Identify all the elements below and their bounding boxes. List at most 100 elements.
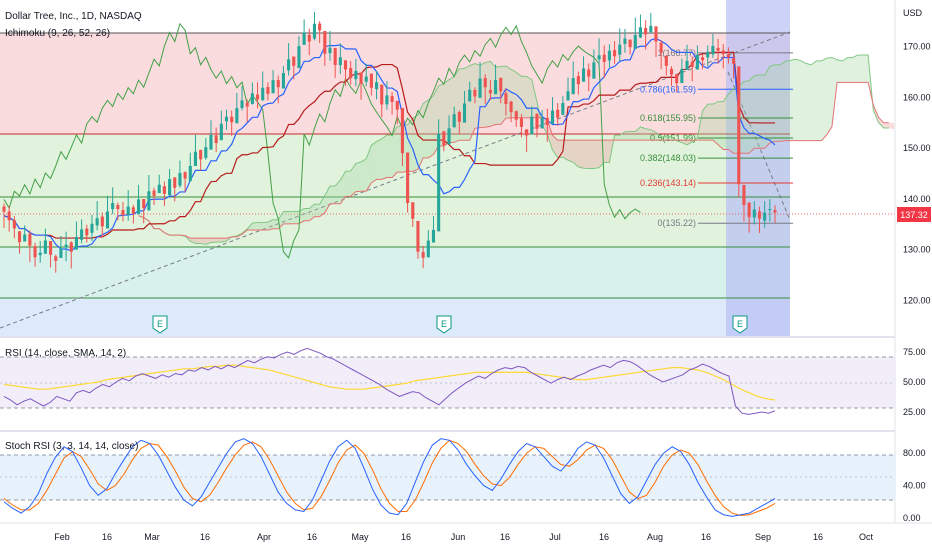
candle-body — [12, 220, 16, 229]
candle-body — [576, 76, 580, 85]
cloud-segment — [816, 60, 822, 141]
candle — [452, 106, 456, 128]
cloud-segment — [386, 135, 393, 178]
cloud-segment — [728, 88, 734, 154]
stoch-tick: 0.00 — [903, 513, 921, 523]
kijun-sen — [3, 51, 775, 239]
candle — [333, 47, 337, 78]
cloud-segment — [361, 158, 367, 192]
candle-body — [716, 47, 720, 51]
candle-body — [566, 91, 570, 101]
earnings-marker[interactable]: E — [732, 315, 748, 334]
cloud-segment — [775, 64, 781, 142]
candle — [380, 84, 384, 118]
cloud-segment — [800, 60, 807, 141]
candle-body — [644, 28, 648, 35]
cloud-segment — [718, 101, 724, 150]
earnings-marker[interactable]: E — [436, 315, 452, 334]
candle-body — [519, 118, 524, 127]
candle-body — [561, 102, 565, 115]
cloud-segment — [516, 72, 522, 118]
candle — [706, 45, 710, 67]
cloud-segment — [573, 140, 579, 167]
candle — [581, 56, 586, 82]
candle-body — [74, 237, 78, 250]
time-axis[interactable]: Feb 16 Mar 16 Apr 16 May 16 Jun 16 Jul 16 Aug 16 Sep 16… — [54, 532, 873, 542]
candle — [732, 57, 736, 79]
candle — [136, 184, 141, 215]
candle-body — [442, 131, 446, 146]
candle — [385, 81, 389, 110]
candle-body — [302, 32, 306, 45]
candle-body — [431, 229, 436, 243]
candle — [488, 79, 492, 101]
candle — [219, 110, 223, 141]
candle-body — [64, 244, 68, 248]
candle-body — [188, 165, 192, 182]
candle — [318, 21, 322, 43]
senkou-span-b — [138, 81, 889, 239]
candle-body — [675, 74, 679, 84]
time-tick: Jun — [451, 532, 466, 542]
candle — [157, 174, 161, 194]
candle — [483, 74, 487, 105]
fib-level-label: 0.382(148.03) — [640, 153, 696, 163]
candle-body — [592, 62, 596, 79]
candle — [173, 177, 177, 202]
candle — [685, 44, 689, 70]
cloud-segment — [335, 180, 341, 204]
cloud-segment — [655, 132, 662, 141]
cloud-segment — [883, 122, 889, 129]
earnings-marker[interactable]: E — [152, 315, 168, 334]
candle-body — [763, 212, 767, 221]
cloud-segment — [759, 75, 765, 149]
candle — [462, 90, 467, 123]
candle-body — [426, 240, 430, 258]
candle — [261, 71, 265, 101]
price-tick: 160.00 — [903, 92, 931, 102]
candle-body — [478, 78, 482, 98]
chart-title: Dollar Tree, Inc., 1D, NASDAQ — [5, 11, 142, 22]
stoch-k-line — [3, 438, 776, 517]
candle-body — [468, 89, 472, 102]
candle-body — [281, 73, 285, 89]
candle — [701, 54, 705, 70]
candle — [519, 114, 524, 138]
candle-body — [178, 173, 182, 186]
price-axis[interactable]: USD 170.00 160.00 150.00 140.00 130.00 120.00 — [903, 8, 931, 305]
candle — [535, 112, 539, 138]
candle-body — [706, 51, 710, 58]
candle-body — [85, 228, 89, 236]
candle — [375, 70, 379, 100]
candle — [525, 128, 529, 152]
candle — [2, 203, 6, 228]
candle-body — [235, 108, 239, 124]
fib-band-green — [0, 134, 790, 247]
candle — [224, 109, 229, 130]
fib-level-label: 0.236(143.14) — [640, 178, 696, 188]
candle-body — [540, 118, 544, 129]
time-tick: 16 — [500, 532, 510, 542]
candle — [468, 81, 472, 102]
candle — [95, 201, 99, 231]
candle — [763, 201, 767, 228]
candle — [281, 66, 285, 89]
stoch-tick: 80.00 — [903, 448, 926, 458]
candle — [126, 190, 130, 221]
rsi-label: RSI (14, close, SMA, 14, 2) — [5, 348, 126, 359]
candle — [209, 120, 213, 150]
candle-body — [343, 60, 348, 70]
cloud-segment — [593, 140, 600, 169]
candle — [240, 86, 244, 111]
candle — [726, 47, 730, 64]
cloud-segment — [645, 128, 651, 141]
candle — [514, 110, 518, 127]
ichimoku-label: Ichimoku (9, 26, 52, 26) — [5, 28, 110, 39]
cloud-segment — [485, 61, 491, 128]
candle — [250, 82, 254, 105]
candle — [395, 100, 399, 125]
candle-body — [318, 23, 322, 31]
cloud-segment — [743, 80, 750, 154]
cloud-segment — [314, 204, 320, 217]
